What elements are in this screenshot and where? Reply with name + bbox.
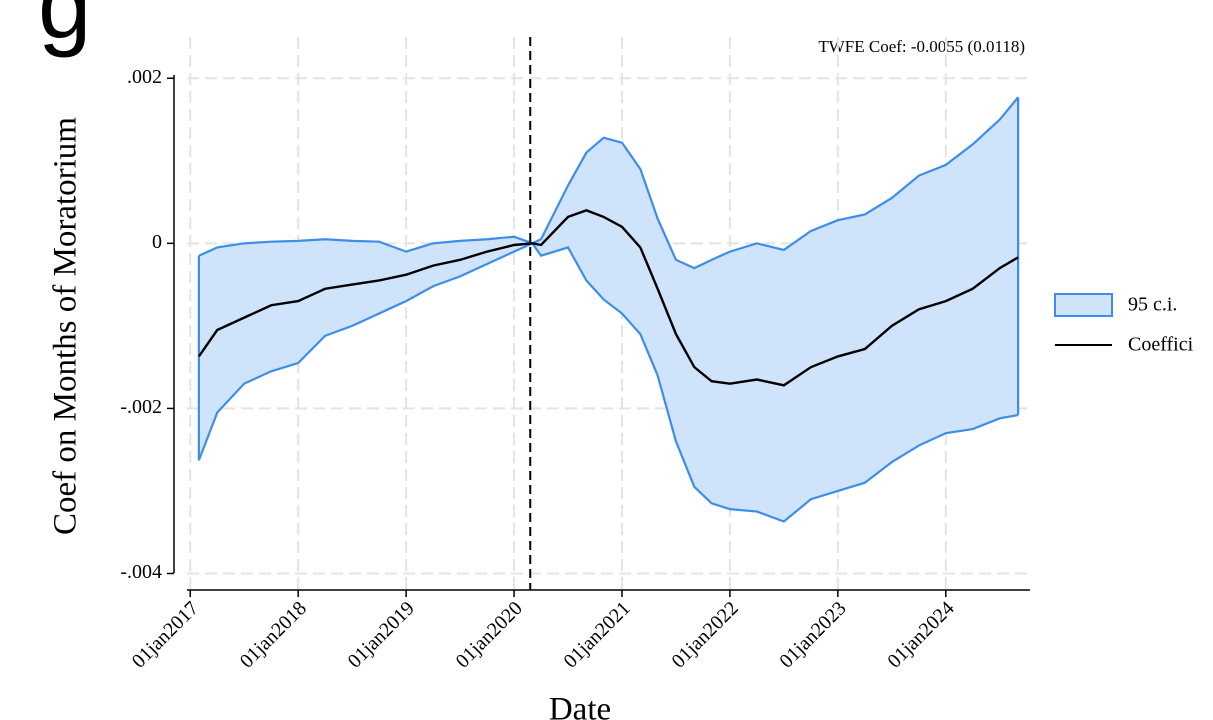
x-tick-label: 01jan2017 <box>128 597 203 672</box>
y-tick-label: .002 <box>127 66 162 88</box>
legend-label: 95 c.i. <box>1128 294 1177 316</box>
x-axis-title: Date <box>549 692 611 720</box>
x-tick-label: 01jan2023 <box>775 597 850 672</box>
ci-bound <box>198 96 1019 270</box>
x-tick-label: 01jan2020 <box>452 597 527 672</box>
legend-swatch <box>1054 293 1113 317</box>
y-tick-label: -.004 <box>120 561 162 583</box>
ci-band <box>810 219 839 500</box>
ci-band <box>640 168 658 376</box>
x-tick-label: 01jan2022 <box>667 597 742 672</box>
annotation: TWFE Coef: -0.0055 (0.0118) <box>818 37 1025 56</box>
line <box>197 209 1019 387</box>
y-tick-label: -.002 <box>120 396 162 418</box>
heading-fragment: g <box>38 0 91 58</box>
ci-band <box>675 259 695 487</box>
ci-band <box>864 197 893 484</box>
ci-band <box>729 242 758 512</box>
x-tick-label: 01jan2024 <box>883 597 958 672</box>
ci-band <box>586 137 604 301</box>
ci-band <box>297 238 326 364</box>
ci-band <box>694 259 712 505</box>
ci-bound <box>197 241 1019 523</box>
y-axis-title: Coef on Months of Moratorium <box>48 117 84 535</box>
ci-band <box>270 240 299 372</box>
x-tick-label: 01jan2019 <box>344 597 419 672</box>
y-tick-label: 0 <box>152 231 162 253</box>
x-tick-label: 01jan2021 <box>560 597 635 672</box>
legend-label: Coeffici <box>1128 334 1194 356</box>
x-tick-label: 01jan2018 <box>236 597 311 672</box>
ci-band <box>945 143 974 434</box>
ci-band <box>972 118 1001 430</box>
